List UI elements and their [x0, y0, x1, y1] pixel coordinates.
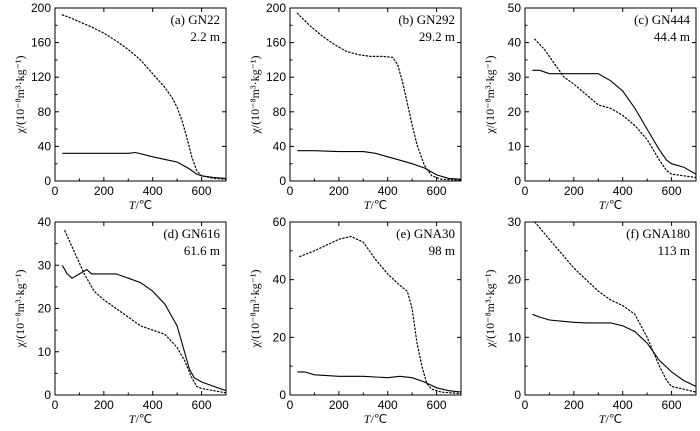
y-tick-label: 200 [266, 1, 286, 15]
y-tick-label: 160 [31, 36, 51, 50]
panel-label: (b) GN292 [398, 12, 455, 27]
panel-label: (c) GN444 [634, 12, 690, 27]
series-cooling [297, 150, 462, 180]
y-tick-label: 120 [31, 70, 51, 84]
chart-panel-4: 0 200 400 600 0 20 40 60 χ/(10⁻⁸m³·kg⁻¹) T/℃ (e) G… [248, 215, 462, 426]
y-tick-label: 40 [273, 273, 287, 287]
series-heating [299, 235, 462, 395]
x-tick-label: 600 [662, 184, 682, 198]
x-axis-label: T/℃ [129, 198, 153, 212]
y-tick-label: 40 [38, 139, 52, 153]
x-tick-label: 400 [143, 184, 163, 198]
y-tick-label: 40 [508, 36, 522, 50]
y-axis-label: χ/(10⁻⁸m³·kg⁻¹) [13, 269, 27, 348]
x-axis-label: T/℃ [364, 412, 388, 426]
x-tick-label: 400 [143, 398, 163, 412]
x-tick-label: 600 [662, 398, 682, 412]
y-tick-label: 120 [266, 70, 286, 84]
x-tick-label: 200 [564, 184, 584, 198]
chart-panel-1: 0 200 400 600 0 40 80 120 160 200 χ/(10⁻⁸m³·kg⁻¹) T… [248, 1, 462, 212]
y-axis-label: χ/(10⁻⁸m³·kg⁻¹) [483, 269, 497, 348]
panel-label: (a) GN22 [171, 12, 220, 27]
panel-depth: 44.4 m [654, 29, 690, 44]
x-axis-label: T/℃ [599, 412, 623, 426]
x-tick-label: 400 [378, 184, 398, 198]
y-tick-label: 30 [508, 215, 522, 229]
x-tick-label: 600 [192, 184, 212, 198]
series-cooling [532, 313, 697, 387]
y-axis-label: χ/(10⁻⁸m³·kg⁻¹) [248, 55, 262, 134]
chart-panel-2: 0 200 400 600 0 10 20 30 40 50 χ/(10⁻⁸m³·kg⁻¹) T/℃ (… [483, 1, 697, 212]
x-tick-label: 0 [522, 184, 529, 198]
x-tick-label: 200 [94, 184, 114, 198]
y-tick-label: 0 [514, 174, 521, 188]
x-tick-label: 200 [329, 398, 349, 412]
x-tick-label: 0 [52, 184, 59, 198]
series-cooling [297, 371, 462, 393]
y-tick-label: 0 [279, 388, 286, 402]
y-tick-label: 50 [508, 1, 522, 15]
panel-label: (f) GNA180 [626, 226, 690, 241]
y-axis-label: χ/(10⁻⁸m³·kg⁻¹) [248, 269, 262, 348]
panel-depth: 113 m [658, 243, 690, 258]
series-heating [64, 230, 227, 394]
y-tick-label: 30 [508, 70, 522, 84]
y-tick-label: 10 [38, 345, 52, 359]
y-tick-label: 0 [44, 174, 51, 188]
y-tick-label: 10 [508, 330, 522, 344]
x-tick-label: 400 [613, 184, 633, 198]
y-tick-label: 160 [266, 36, 286, 50]
panel-label: (d) GN616 [163, 226, 220, 241]
panel-depth: 61.6 m [184, 243, 220, 258]
x-tick-label: 400 [613, 398, 633, 412]
y-tick-label: 40 [273, 139, 287, 153]
x-tick-label: 200 [564, 398, 584, 412]
y-tick-label: 0 [279, 174, 286, 188]
x-tick-label: 600 [427, 184, 447, 198]
x-axis-label: T/℃ [129, 412, 153, 426]
y-tick-label: 40 [38, 215, 52, 229]
y-axis-label: χ/(10⁻⁸m³·kg⁻¹) [13, 55, 27, 134]
y-tick-label: 80 [38, 105, 52, 119]
x-tick-label: 0 [287, 398, 294, 412]
x-tick-label: 400 [378, 398, 398, 412]
x-tick-label: 600 [427, 398, 447, 412]
y-axis-label: χ/(10⁻⁸m³·kg⁻¹) [483, 55, 497, 134]
series-heating [61, 14, 227, 180]
panel-depth: 98 m [429, 243, 455, 258]
panel-depth: 2.2 m [190, 29, 220, 44]
x-axis-label: T/℃ [364, 198, 388, 212]
y-tick-label: 10 [508, 139, 522, 153]
y-tick-label: 20 [38, 302, 52, 316]
y-tick-label: 200 [31, 1, 51, 15]
y-tick-label: 60 [273, 215, 287, 229]
y-tick-label: 80 [273, 105, 287, 119]
x-tick-label: 0 [287, 184, 294, 198]
panel-label: (e) GNA30 [396, 226, 455, 241]
x-tick-label: 0 [52, 398, 59, 412]
series-heating [534, 221, 697, 393]
series-cooling [532, 69, 697, 175]
x-tick-label: 600 [192, 398, 212, 412]
chart-panel-3: 0 200 400 600 0 10 20 30 40 χ/(10⁻⁸m³·kg⁻¹) T/℃ (d)… [13, 215, 227, 426]
y-tick-label: 0 [514, 388, 521, 402]
panel-depth: 29.2 m [419, 29, 455, 44]
series-cooling [62, 151, 227, 179]
y-tick-label: 30 [38, 258, 52, 272]
y-tick-label: 20 [273, 330, 287, 344]
y-tick-label: 20 [508, 105, 522, 119]
x-tick-label: 200 [329, 184, 349, 198]
series-cooling [61, 265, 227, 392]
chart-panel-5: 0 200 400 600 0 10 20 30 χ/(10⁻⁸m³·kg⁻¹) T/℃ (f) G… [483, 215, 697, 426]
y-tick-label: 20 [508, 273, 522, 287]
chart-panel-0: 0 200 400 600 0 40 80 120 160 200 χ/(10⁻⁸m³·kg⁻¹) T… [13, 1, 227, 212]
y-tick-label: 0 [44, 388, 51, 402]
x-tick-label: 200 [94, 398, 114, 412]
x-axis-label: T/℃ [599, 198, 623, 212]
x-tick-label: 0 [522, 398, 529, 412]
series-heating [296, 12, 462, 181]
series-heating [534, 38, 697, 179]
